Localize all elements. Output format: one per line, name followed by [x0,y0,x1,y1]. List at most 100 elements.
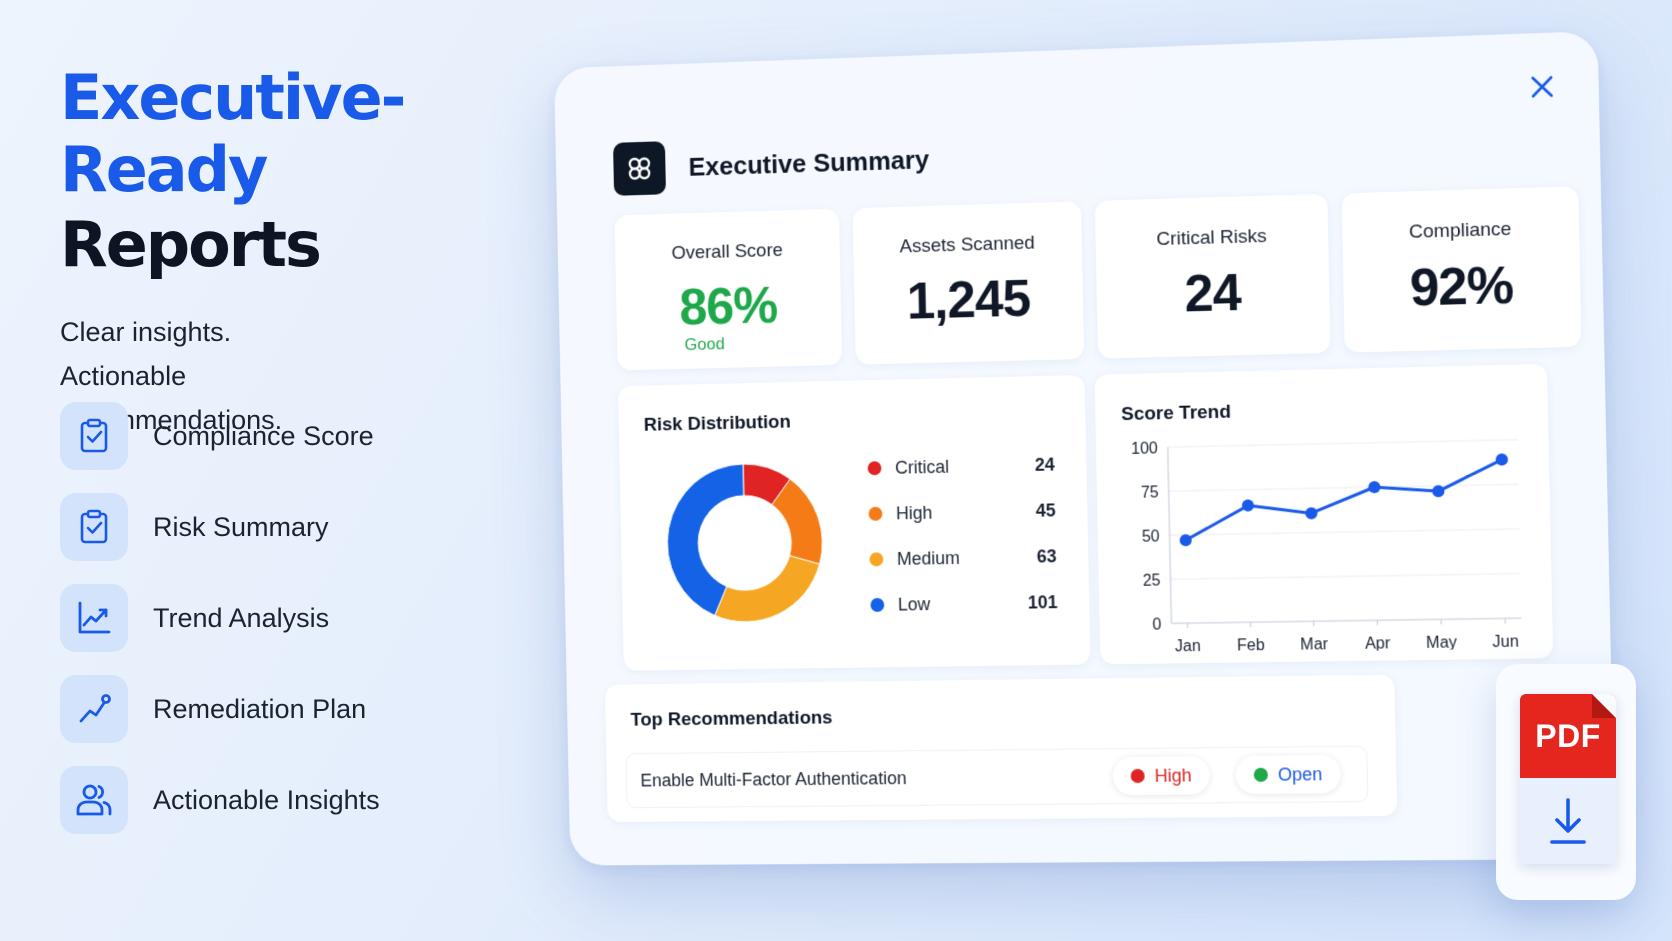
clipboard-check-icon [60,402,128,470]
y-tick-label: 50 [1142,528,1160,546]
panel-title: Score Trend [1120,401,1232,426]
recommendation-row[interactable]: Enable Multi-Factor Authentication High … [625,745,1369,809]
data-point-may [1432,485,1445,498]
kpi-card-critical-risks: Critical Risks 24 [1094,193,1331,359]
feature-label: Compliance Score [153,420,374,451]
kpi-card-compliance: Compliance 92% [1341,186,1582,353]
trend-up-icon [60,675,128,743]
y-tick-label: 100 [1131,440,1158,458]
x-tick-label: Jun [1492,633,1519,651]
pdf-fold [1592,694,1616,718]
legend-item-high: High 45 [868,487,1056,536]
hero-title-line1: Executive-Ready [60,61,406,206]
legend-label: High [895,502,933,523]
legend-item-medium: Medium 63 [869,533,1057,582]
kpi-row: Overall Score 86% Good Assets Scanned 1,… [614,186,1582,371]
users-icon [60,766,128,834]
x-tick-label: Jan [1175,638,1201,654]
y-tick-label: 0 [1152,616,1161,633]
pdf-label: PDF [1520,694,1616,778]
line-chart-icon [60,584,128,652]
feature-remediation-plan: Remediation Plan [60,675,380,743]
score-trend-chart: 0 25 50 75 100 Jan Feb Mar Apr May Jun [1131,425,1539,654]
data-point-jun [1495,453,1509,466]
status-badge: Open [1235,754,1341,795]
legend-dot [868,506,883,521]
feature-label: Trend Analysis [153,602,330,633]
kpi-value: 86% [678,276,778,337]
x-tick-label: Feb [1237,637,1265,654]
kpi-label: Critical Risks [1156,225,1267,251]
legend-label: Medium [896,547,961,569]
severity-badge: High [1112,756,1210,796]
legend-item-low: Low 101 [870,579,1058,628]
donut-slice-high [771,478,822,565]
feature-label: Actionable Insights [153,784,380,815]
dashboard-card: Executive Summary Overall Score 86% Good… [554,31,1616,866]
kpi-value: 92% [1409,256,1514,318]
kpi-status: Good [684,334,725,355]
risk-distribution-panel: Risk Distribution Critical 24 High 45 Me… [618,374,1091,671]
kpi-value: 24 [1184,263,1242,324]
panel-title: Top Recommendations [630,707,833,731]
panel-title: Risk Distribution [643,411,791,436]
kpi-label: Overall Score [671,240,784,264]
donut-slice-critical [743,463,791,505]
risk-legend: Critical 24 High 45 Medium 63 Low 101 [867,442,1058,628]
dashboard-title: Executive Summary [688,143,930,182]
pdf-file-icon: PDF [1520,694,1616,864]
legend-value: 101 [1027,591,1058,613]
kpi-label: Assets Scanned [899,232,1036,258]
feature-trend-analysis: Trend Analysis [60,584,380,652]
hero-subtitle-line: Actionable [60,361,187,391]
dashboard-header: Executive Summary [613,132,930,196]
download-arrow-icon [1550,798,1586,844]
hero: Executive-Ready Reports Clear insights. … [60,62,580,442]
hero-subtitle-line: Clear insights. [60,317,232,347]
legend-item-critical: Critical 24 [867,442,1055,492]
feature-risk-summary: Risk Summary [60,493,380,561]
legend-dot [869,552,884,567]
y-tick-label: 25 [1143,572,1161,590]
feature-actionable-insights: Actionable Insights [60,766,380,834]
close-icon[interactable] [1526,71,1557,102]
donut-slice-medium [714,555,821,622]
legend-value: 63 [1036,545,1057,567]
feature-label: Remediation Plan [153,693,367,724]
recommendations-panel: Top Recommendations Enable Multi-Factor … [604,674,1398,823]
data-point-feb [1241,499,1255,512]
x-axis [1171,618,1521,623]
legend-label: Low [897,593,931,615]
feature-list: Compliance Score Risk Summary Trend Anal… [60,402,380,857]
executive-summary-window: Executive Summary Overall Score 86% Good… [548,31,1616,866]
status-dot [1253,767,1268,782]
risk-donut-chart [658,454,832,631]
pdf-download-button[interactable]: PDF [1496,664,1636,900]
severity-label: High [1154,764,1192,786]
gridline [1169,484,1519,491]
score-trend-panel: Score Trend 0 25 50 75 100 Jan Feb Mar Apr May Jun [1094,363,1554,665]
data-point-jan [1179,534,1192,547]
x-tick-label: May [1426,634,1457,652]
gridline [1168,440,1518,447]
severity-dot [1130,768,1145,784]
legend-dot [870,597,885,612]
legend-label: Critical [894,456,950,478]
kpi-value: 1,245 [906,269,1031,331]
feature-label: Risk Summary [153,511,329,542]
x-tick-label: Mar [1300,636,1328,654]
kpi-card-overall-score: Overall Score 86% Good [614,208,843,371]
gridline [1171,574,1521,580]
legend-value: 24 [1034,454,1055,475]
legend-dot [867,461,882,476]
app-logo-icon [613,141,666,196]
gridline [1170,529,1520,535]
data-point-apr [1368,480,1381,494]
hero-title-line2: Reports [60,208,322,281]
kpi-card-assets-scanned: Assets Scanned 1,245 [852,201,1085,365]
kpi-label: Compliance [1408,218,1512,243]
score-trend-line [1184,460,1503,541]
x-tick-label: Apr [1365,635,1391,653]
legend-value: 45 [1035,499,1056,521]
status-label: Open [1277,763,1323,785]
